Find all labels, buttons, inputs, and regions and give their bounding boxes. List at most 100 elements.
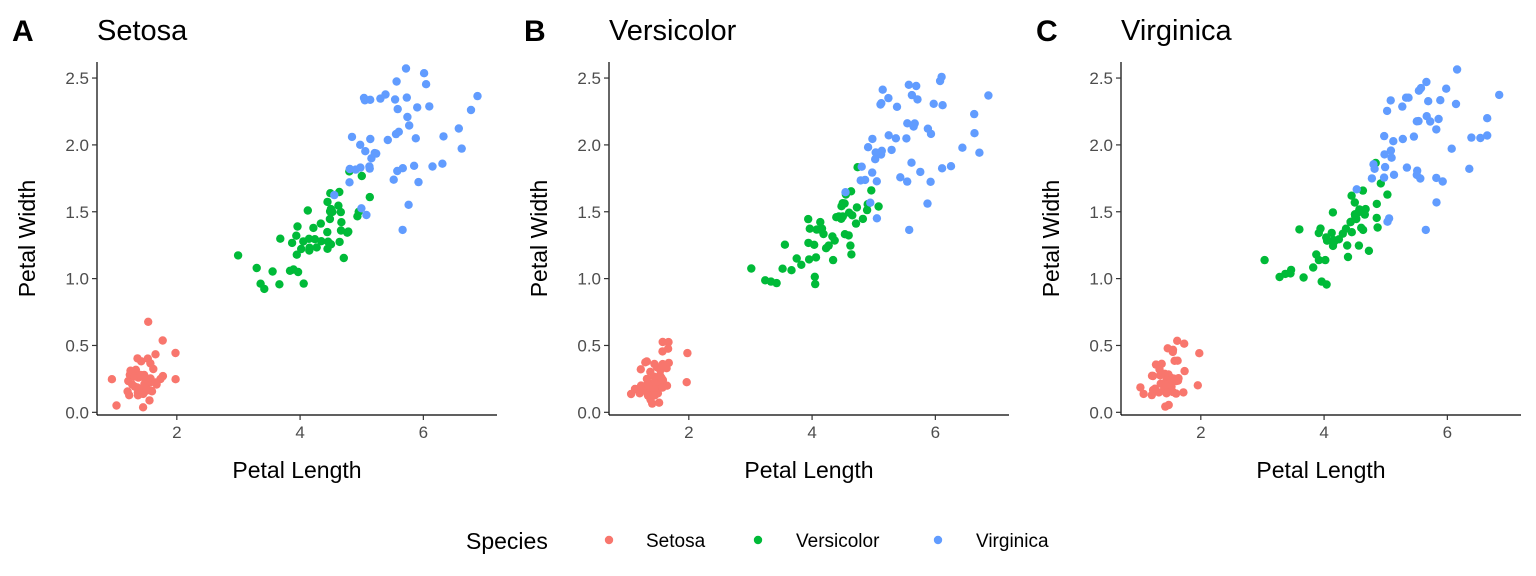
point-setosa-13 <box>112 401 121 410</box>
point-versicolor-25 <box>316 219 325 228</box>
point-versicolor-26 <box>1373 223 1382 232</box>
point-setosa-17 <box>646 367 655 376</box>
point-virginica-33 <box>1383 217 1392 226</box>
point-virginica-43 <box>413 103 422 112</box>
point-virginica-5 <box>454 124 463 133</box>
point-virginica-19 <box>357 204 366 213</box>
y-tick-label: 0.5 <box>1089 336 1113 355</box>
point-virginica-14 <box>878 85 887 94</box>
point-setosa-46 <box>656 373 666 382</box>
point-virginica-47 <box>1398 134 1407 144</box>
point-virginica-29 <box>404 200 413 209</box>
point-versicolor-27 <box>357 171 366 181</box>
point-virginica-2 <box>411 134 420 143</box>
point-setosa-43 <box>658 337 667 347</box>
point-versicolor-48 <box>233 251 243 260</box>
point-setosa-31 <box>1163 344 1172 353</box>
point-setosa-22 <box>1136 383 1145 392</box>
point-versicolor-32 <box>804 255 814 264</box>
y-tick-label: 0.5 <box>65 336 89 355</box>
point-setosa-35 <box>1147 390 1156 400</box>
point-virginica-22 <box>1483 131 1492 140</box>
point-versicolor-32 <box>287 238 297 248</box>
y-tick-label: 1.0 <box>1089 270 1113 289</box>
point-versicolor-23 <box>847 250 856 259</box>
point-versicolor-30 <box>1309 263 1318 272</box>
point-virginica-42 <box>871 148 880 157</box>
legend: Species Setosa Versicolor Virginica <box>466 528 1049 554</box>
point-virginica-7 <box>1465 164 1474 173</box>
panel-title: Setosa <box>97 15 188 47</box>
point-virginica-25 <box>1438 177 1447 186</box>
point-virginica-12 <box>902 134 911 143</box>
point-virginica-29 <box>1432 198 1441 207</box>
legend-label-setosa: Setosa <box>646 531 706 552</box>
point-virginica-4 <box>403 112 412 122</box>
point-versicolor-8 <box>846 241 855 250</box>
point-versicolor-33 <box>1383 190 1392 199</box>
point-versicolor-46 <box>309 223 318 233</box>
point-virginica-37 <box>896 173 905 182</box>
x-tick-label: 4 <box>1319 423 1328 442</box>
point-setosa-23 <box>664 337 673 347</box>
point-virginica-28 <box>909 122 918 131</box>
point-virginica-4 <box>923 124 933 133</box>
panel-b: B Versicolor 2 4 6 0.0 0.5 1.0 1.5 2.0 2.5 Petal Le… <box>524 15 1009 483</box>
point-versicolor-43 <box>252 263 261 273</box>
point-versicolor-28 <box>325 214 335 224</box>
point-setosa-32 <box>145 396 154 405</box>
panel-tag: A <box>12 15 34 48</box>
y-tick-label: 2.5 <box>65 69 89 88</box>
x-tick-label: 4 <box>807 423 816 442</box>
point-setosa-30 <box>1172 376 1181 386</box>
point-virginica-32 <box>903 119 912 128</box>
point-virginica-17 <box>466 105 476 115</box>
point-virginica-33 <box>872 214 882 223</box>
x-tick-label: 6 <box>931 423 940 442</box>
y-axis-label: Petal Width <box>1038 180 1064 298</box>
point-versicolor-18 <box>838 212 847 221</box>
point-versicolor-30 <box>285 266 295 275</box>
point-versicolor-44 <box>310 235 320 244</box>
point-versicolor-33 <box>365 192 374 202</box>
point-setosa-46 <box>151 378 160 387</box>
point-setosa-26 <box>149 364 158 374</box>
y-tick-label: 1.0 <box>65 270 89 289</box>
panel-title: Versicolor <box>609 15 737 47</box>
point-versicolor-14 <box>276 234 285 243</box>
point-versicolor-9 <box>293 222 302 231</box>
point-virginica-22 <box>457 144 466 153</box>
point-setosa-42 <box>130 372 139 381</box>
point-virginica-48 <box>1404 93 1413 102</box>
point-versicolor-3 <box>805 224 814 233</box>
point-virginica-20 <box>1424 97 1433 106</box>
point-virginica-48 <box>381 90 390 99</box>
point-virginica-41 <box>1382 106 1392 116</box>
panel-tag: B <box>524 15 546 48</box>
point-virginica-7 <box>946 162 956 171</box>
point-versicolor-39 <box>810 240 819 249</box>
x-tick-label: 6 <box>419 423 428 442</box>
point-versicolor-29 <box>268 267 277 276</box>
point-versicolor-24 <box>317 237 326 246</box>
point-setosa-24 <box>171 375 180 384</box>
point-virginica-32 <box>393 104 402 114</box>
point-setosa-44 <box>171 348 180 358</box>
point-virginica-5 <box>970 129 979 138</box>
point-virginica-16 <box>393 166 402 176</box>
point-setosa-36 <box>1148 371 1158 381</box>
y-tick-label: 2.5 <box>1089 69 1113 88</box>
point-setosa-36 <box>125 391 134 400</box>
point-virginica-28 <box>394 127 403 136</box>
point-virginica-33 <box>362 210 371 220</box>
point-setosa-44 <box>683 348 692 358</box>
point-versicolor-37 <box>323 244 332 253</box>
point-versicolor-35 <box>1347 191 1356 200</box>
point-setosa-42 <box>638 386 647 395</box>
y-tick-label: 0.0 <box>65 403 89 422</box>
point-setosa-23 <box>1180 339 1189 348</box>
point-versicolor-21 <box>292 231 301 240</box>
point-virginica-0 <box>1442 84 1451 93</box>
point-versicolor-10 <box>778 264 787 273</box>
